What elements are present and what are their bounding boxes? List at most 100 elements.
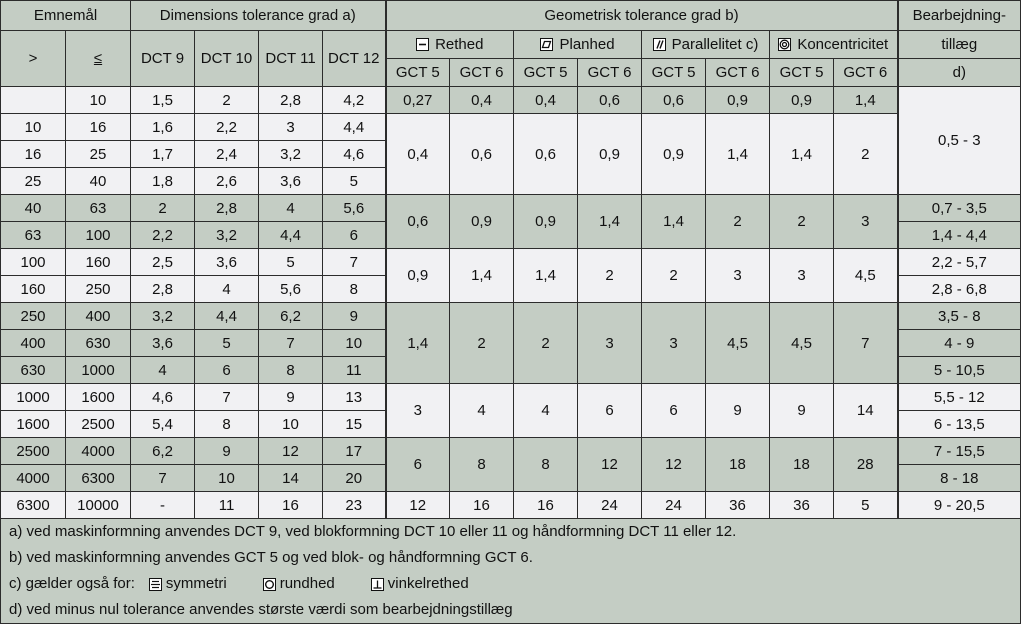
dct-cell: 7 bbox=[130, 464, 196, 492]
dct12-header: DCT 12 bbox=[322, 30, 387, 87]
flatness-icon bbox=[540, 38, 554, 51]
dct-cell: 2,2 bbox=[130, 221, 196, 249]
gct-cell: 1,4 bbox=[833, 86, 899, 114]
gct-cell: 2 bbox=[449, 302, 515, 384]
gct-cell: 1,4 bbox=[705, 113, 771, 195]
gct-cell: 8 bbox=[449, 437, 515, 492]
geo-group-label: Planhed bbox=[559, 36, 615, 53]
geo-group-planhed: Planhed bbox=[513, 30, 643, 59]
range-to-cell: 400 bbox=[64, 302, 132, 330]
footnote-c-item: vinkelrethed bbox=[370, 571, 469, 597]
gct-header: GCT 5 bbox=[513, 58, 579, 87]
bearbejdning-cell: 6 - 13,5 bbox=[896, 410, 1021, 438]
bearbejdning-header-line2: tillæg bbox=[896, 30, 1021, 59]
range-to-cell: 16 bbox=[64, 113, 132, 141]
dct11-header: DCT 11 bbox=[258, 30, 324, 87]
gct-cell: 2 bbox=[833, 113, 899, 195]
dct-cell: 5 bbox=[322, 167, 387, 195]
gct-cell: 16 bbox=[513, 491, 579, 519]
range-to-cell: 1000 bbox=[64, 356, 132, 384]
range-to-cell: 10 bbox=[64, 86, 132, 114]
bearbejdning-cell: 0,7 - 3,5 bbox=[896, 194, 1021, 222]
gct-cell: 1,4 bbox=[513, 248, 579, 303]
dct-cell: 7 bbox=[322, 248, 387, 276]
range-from-cell: 25 bbox=[0, 167, 66, 195]
range-from-cell: 63 bbox=[0, 221, 66, 249]
gct-cell: 2 bbox=[769, 194, 835, 249]
dct-cell: 8 bbox=[194, 410, 260, 438]
dct-cell: 3,6 bbox=[258, 167, 324, 195]
gct-cell: 3 bbox=[705, 248, 771, 303]
gct-cell: 2 bbox=[577, 248, 643, 303]
dct-cell: 5 bbox=[194, 329, 260, 357]
range-to-cell: 2500 bbox=[64, 410, 132, 438]
range-from-cell: 160 bbox=[0, 275, 66, 303]
dct-cell: 3,6 bbox=[130, 329, 196, 357]
gct-cell: 3 bbox=[833, 194, 899, 249]
dct-cell: 14 bbox=[258, 464, 324, 492]
gct-cell: 0,6 bbox=[449, 113, 515, 195]
range-from-cell: 4000 bbox=[0, 464, 66, 492]
dct-cell: 4 bbox=[258, 194, 324, 222]
gct-cell: 1,4 bbox=[641, 194, 707, 249]
dct-cell: 4 bbox=[194, 275, 260, 303]
dct-cell: 6,2 bbox=[130, 437, 196, 465]
dct-cell: 1,6 bbox=[130, 113, 196, 141]
table-row: 63 100 2,2 3,2 4,4 6 1,4 - 4,4 bbox=[0, 221, 1021, 249]
table-row: 400 630 3,6 5 7 10 4 - 9 bbox=[0, 329, 1021, 357]
dct-cell: 2,6 bbox=[194, 167, 260, 195]
bearbejdning-header-line3: d) bbox=[896, 58, 1021, 87]
geo-group-label: Rethed bbox=[435, 36, 484, 53]
gct-cell: 8 bbox=[513, 437, 579, 492]
dct-cell: 4,6 bbox=[130, 383, 196, 411]
footnotes: a) ved maskinformning anvendes DCT 9, ve… bbox=[0, 518, 1021, 624]
dct-cell: 3,2 bbox=[194, 221, 260, 249]
dct-cell: 6 bbox=[194, 356, 260, 384]
dct-cell: 9 bbox=[258, 383, 324, 411]
table-row: 250 400 3,2 4,4 6,2 9 1,4 2 2 3 3 4,5 4,5 7 3,5 - 8 bbox=[0, 302, 1021, 384]
gct-cell: 3 bbox=[577, 302, 643, 384]
gct-cell: 24 bbox=[577, 491, 643, 519]
bearbejdning-cell: 9 - 20,5 bbox=[896, 491, 1021, 519]
footnote-c-item: rundhed bbox=[262, 571, 335, 597]
concentricity-icon bbox=[778, 38, 792, 51]
range-from-cell bbox=[0, 86, 66, 114]
range-to-cell: 100 bbox=[64, 221, 132, 249]
range-from-cell: 1000 bbox=[0, 383, 66, 411]
range-from-cell: 250 bbox=[0, 302, 66, 330]
dct-cell: 9 bbox=[322, 302, 387, 330]
footnote-c: c) gælder også for: symmetri rundhed vin… bbox=[9, 571, 1020, 597]
dct-cell: 12 bbox=[258, 437, 324, 465]
gct-cell: 0,9 bbox=[577, 113, 643, 195]
range-from-cell: 40 bbox=[0, 194, 66, 222]
range-from-cell: 630 bbox=[0, 356, 66, 384]
dct-cell: 20 bbox=[322, 464, 387, 492]
range-to-cell: 10000 bbox=[64, 491, 132, 519]
dct-cell: 3 bbox=[258, 113, 324, 141]
gct-cell: 0,6 bbox=[513, 113, 579, 195]
dct-cell: 10 bbox=[194, 464, 260, 492]
gct-cell: 14 bbox=[833, 383, 899, 438]
gct-cell: 4 bbox=[513, 383, 579, 438]
gct-cell: 9 bbox=[705, 383, 771, 438]
dimension-tolerance-header: Dimensions tolerance grad a) bbox=[130, 0, 387, 31]
gct-cell: 0,4 bbox=[449, 86, 515, 114]
gct-cell: 0,9 bbox=[705, 86, 771, 114]
table-row: 6300 10000-11 16 23 12 16 16 24 24 36 36 5 9 - 20,5 bbox=[0, 491, 1021, 519]
dct-cell: 5 bbox=[258, 248, 324, 276]
gct-cell: 0,27 bbox=[385, 86, 451, 114]
gct-cell: 6 bbox=[641, 383, 707, 438]
range-to-cell: 63 bbox=[64, 194, 132, 222]
dct-cell: 1,7 bbox=[130, 140, 196, 168]
range-from-cell: 400 bbox=[0, 329, 66, 357]
footnote-c-item: symmetri bbox=[148, 571, 227, 597]
gct-cell: 0,6 bbox=[385, 194, 451, 249]
gct-cell: 4,5 bbox=[705, 302, 771, 384]
less-equal-header: ≤ bbox=[64, 30, 132, 87]
gct-cell: 0,9 bbox=[769, 86, 835, 114]
bearbejdning-cell: 0,5 - 3 bbox=[896, 86, 1021, 195]
gct-cell: 1,4 bbox=[577, 194, 643, 249]
dct-cell: 10 bbox=[322, 329, 387, 357]
footnote-d: d) ved minus nul tolerance anvendes stør… bbox=[9, 601, 513, 618]
